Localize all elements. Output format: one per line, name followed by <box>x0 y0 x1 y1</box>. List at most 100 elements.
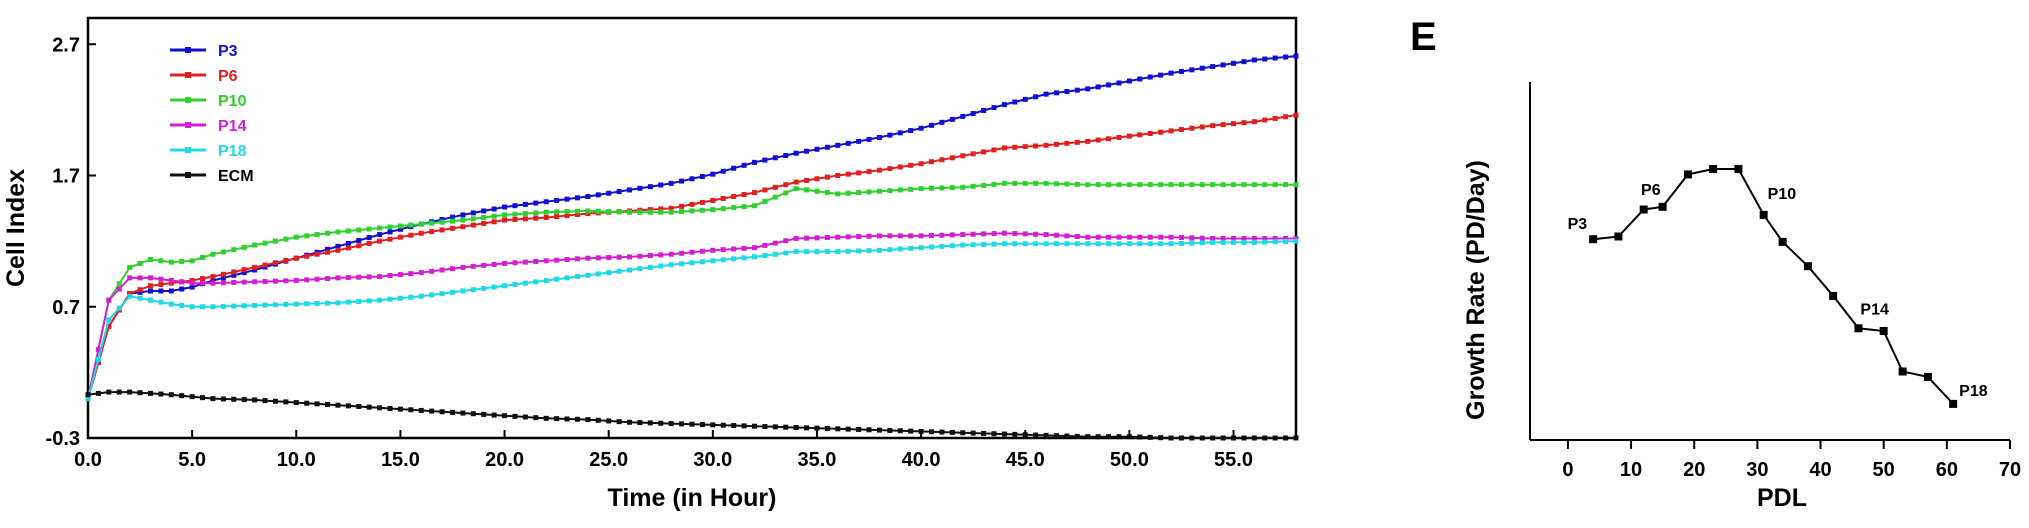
growth-rate-point <box>1949 399 1958 408</box>
data-point-ecm <box>970 430 976 436</box>
left-y-tick-label: 1.7 <box>52 166 80 188</box>
data-point-p10 <box>408 222 414 228</box>
data-point-p14 <box>1241 236 1247 241</box>
data-point-p14 <box>793 236 799 241</box>
data-point-p3 <box>231 272 237 278</box>
data-point-p18 <box>418 293 424 299</box>
data-point-p3 <box>991 105 997 111</box>
data-point-p18 <box>293 301 299 307</box>
data-point-ecm <box>220 396 226 402</box>
data-point-p10 <box>283 236 289 242</box>
data-point-p18 <box>1033 241 1039 247</box>
data-point-p6 <box>345 245 351 251</box>
data-point-p3 <box>814 146 820 152</box>
data-point-p14 <box>918 233 924 239</box>
data-point-p6 <box>970 151 976 157</box>
data-point-ecm <box>1053 433 1059 439</box>
data-point-p6 <box>897 164 903 170</box>
data-point-p14 <box>929 233 935 239</box>
data-point-p6 <box>137 287 143 293</box>
data-point-p10 <box>1106 182 1112 188</box>
data-point-ecm <box>387 405 393 411</box>
right-x-tick-label: 0 <box>1562 459 1573 481</box>
data-point-ecm <box>408 407 414 413</box>
data-point-p6 <box>418 230 424 236</box>
series-line-ecm <box>87 391 1296 439</box>
data-point-p18 <box>116 305 122 311</box>
point-label-p14: P14 <box>1860 301 1889 318</box>
data-point-ecm <box>418 407 424 413</box>
data-point-p6 <box>1231 121 1237 127</box>
data-point-ecm <box>1033 432 1039 438</box>
data-point-p10 <box>491 213 497 219</box>
data-point-ecm <box>835 426 841 432</box>
data-point-p10 <box>647 209 653 215</box>
data-point-ecm <box>1126 434 1132 440</box>
data-point-p3 <box>679 178 685 184</box>
data-point-p18 <box>522 280 528 286</box>
data-point-p3 <box>1106 82 1112 88</box>
data-point-p3 <box>1158 72 1164 78</box>
data-point-p14 <box>647 253 653 259</box>
data-point-p18 <box>1064 241 1070 247</box>
data-point-p18 <box>387 296 393 302</box>
data-point-ecm <box>241 397 247 403</box>
right-y-axis-title: Growth Rate (PD/Day) <box>1462 160 1490 420</box>
data-point-p14 <box>876 233 882 239</box>
data-point-p18 <box>335 300 341 306</box>
data-point-p14 <box>887 233 893 239</box>
data-point-p6 <box>460 224 466 230</box>
left-y-tick-label: 2.7 <box>52 34 80 56</box>
growth-rate-line <box>1593 168 1954 405</box>
legend-label-ecm: ECM <box>218 168 254 185</box>
data-point-p14 <box>481 262 487 268</box>
data-point-p18 <box>585 272 591 278</box>
data-point-ecm <box>845 426 851 432</box>
data-point-p14 <box>1178 235 1184 241</box>
data-point-p6 <box>1189 125 1195 131</box>
data-point-p14 <box>585 255 591 261</box>
data-point-p18 <box>845 248 851 254</box>
data-point-ecm <box>470 411 476 417</box>
data-point-p10 <box>1262 182 1268 188</box>
data-point-ecm <box>314 401 320 407</box>
left-x-tick-label: 50.0 <box>1110 449 1149 471</box>
data-point-ecm <box>1168 435 1174 441</box>
data-point-ecm <box>512 413 518 419</box>
data-point-p10 <box>366 226 372 232</box>
data-point-p18 <box>1095 241 1101 247</box>
data-point-p14 <box>762 242 768 248</box>
data-point-p14 <box>658 252 664 258</box>
growth-rate-point <box>1898 367 1907 376</box>
data-point-p10 <box>1168 182 1174 188</box>
data-point-p18 <box>897 246 903 252</box>
data-point-ecm <box>481 411 487 417</box>
data-point-ecm <box>1178 435 1184 441</box>
data-point-p14 <box>1251 236 1257 241</box>
data-point-p3 <box>252 267 258 273</box>
data-point-p14 <box>1106 234 1112 240</box>
series-line-p6 <box>87 114 1297 399</box>
data-point-p6 <box>751 190 757 196</box>
data-point-p18 <box>543 278 549 283</box>
data-point-p18 <box>856 248 862 254</box>
data-point-p18 <box>252 302 258 308</box>
data-point-p3 <box>1043 91 1049 97</box>
data-point-p3 <box>1147 74 1153 80</box>
data-point-p14 <box>637 253 643 259</box>
data-point-ecm <box>1293 435 1299 441</box>
data-point-p3 <box>1251 57 1257 63</box>
data-point-p14 <box>335 275 341 281</box>
data-point-ecm <box>158 391 164 397</box>
data-point-p10 <box>1283 182 1289 188</box>
data-point-p18 <box>647 264 653 270</box>
data-point-p3 <box>741 162 747 168</box>
data-point-p6 <box>574 212 580 218</box>
data-point-p14 <box>314 276 320 282</box>
data-point-p6 <box>731 194 737 199</box>
data-point-ecm <box>543 415 549 421</box>
data-point-ecm <box>325 402 331 408</box>
left-y-axis-title: Cell Index <box>2 169 30 287</box>
data-point-p6 <box>1074 139 1080 145</box>
